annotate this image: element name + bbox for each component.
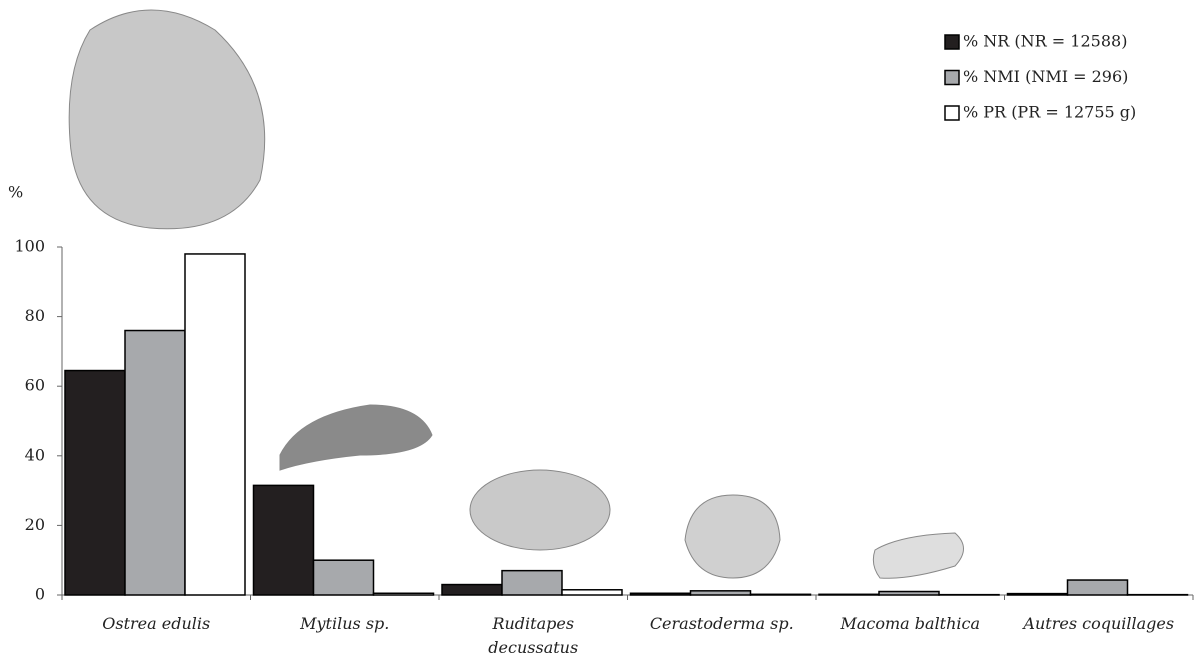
bar (1006, 592, 1069, 596)
shell-illustration (872, 532, 964, 579)
bar (561, 589, 623, 596)
legend-swatch (944, 69, 960, 86)
bar (629, 592, 692, 596)
x-tick-label: Autres coquillages (1023, 614, 1175, 633)
x-tick-label: Ostrea edulis (102, 614, 211, 633)
bar (441, 583, 503, 596)
bar (184, 253, 246, 596)
shell-illustration (469, 469, 611, 551)
y-tick-label: 20 (25, 515, 45, 534)
y-tick-label: 60 (25, 376, 45, 395)
bar (501, 569, 563, 596)
bar (1066, 579, 1129, 596)
legend-label: % PR (PR = 12755 g) (963, 103, 1136, 122)
legend-swatch (944, 34, 960, 50)
bar (749, 593, 812, 596)
x-tick-label: Cerastoderma sp. (649, 614, 794, 633)
bar (818, 593, 880, 596)
legend-label: % NR (NR = 12588) (963, 32, 1127, 51)
shell-illustration (68, 9, 266, 230)
legend-label: % NMI (NMI = 296) (963, 67, 1128, 86)
x-tick-label: Ruditapes decussatus (488, 614, 579, 657)
shell-illustration (684, 494, 781, 579)
bar (312, 559, 375, 596)
y-axis-label: % (8, 183, 23, 202)
x-tick-label: Mytilus sp. (300, 614, 390, 633)
shell-illustrations (68, 9, 964, 579)
bar (124, 329, 186, 596)
bar (252, 484, 315, 596)
x-tick-label: Macoma balthica (840, 614, 981, 633)
y-tick-label: 80 (25, 306, 45, 325)
y-tick-label: 0 (35, 585, 45, 604)
shell-illustration (279, 404, 433, 471)
bar (878, 590, 940, 596)
bar (372, 592, 435, 596)
y-tick-label: 100 (14, 237, 45, 256)
bar (689, 590, 752, 596)
y-tick-label: 40 (25, 445, 45, 464)
legend-swatch (944, 105, 960, 121)
bar (64, 369, 126, 596)
